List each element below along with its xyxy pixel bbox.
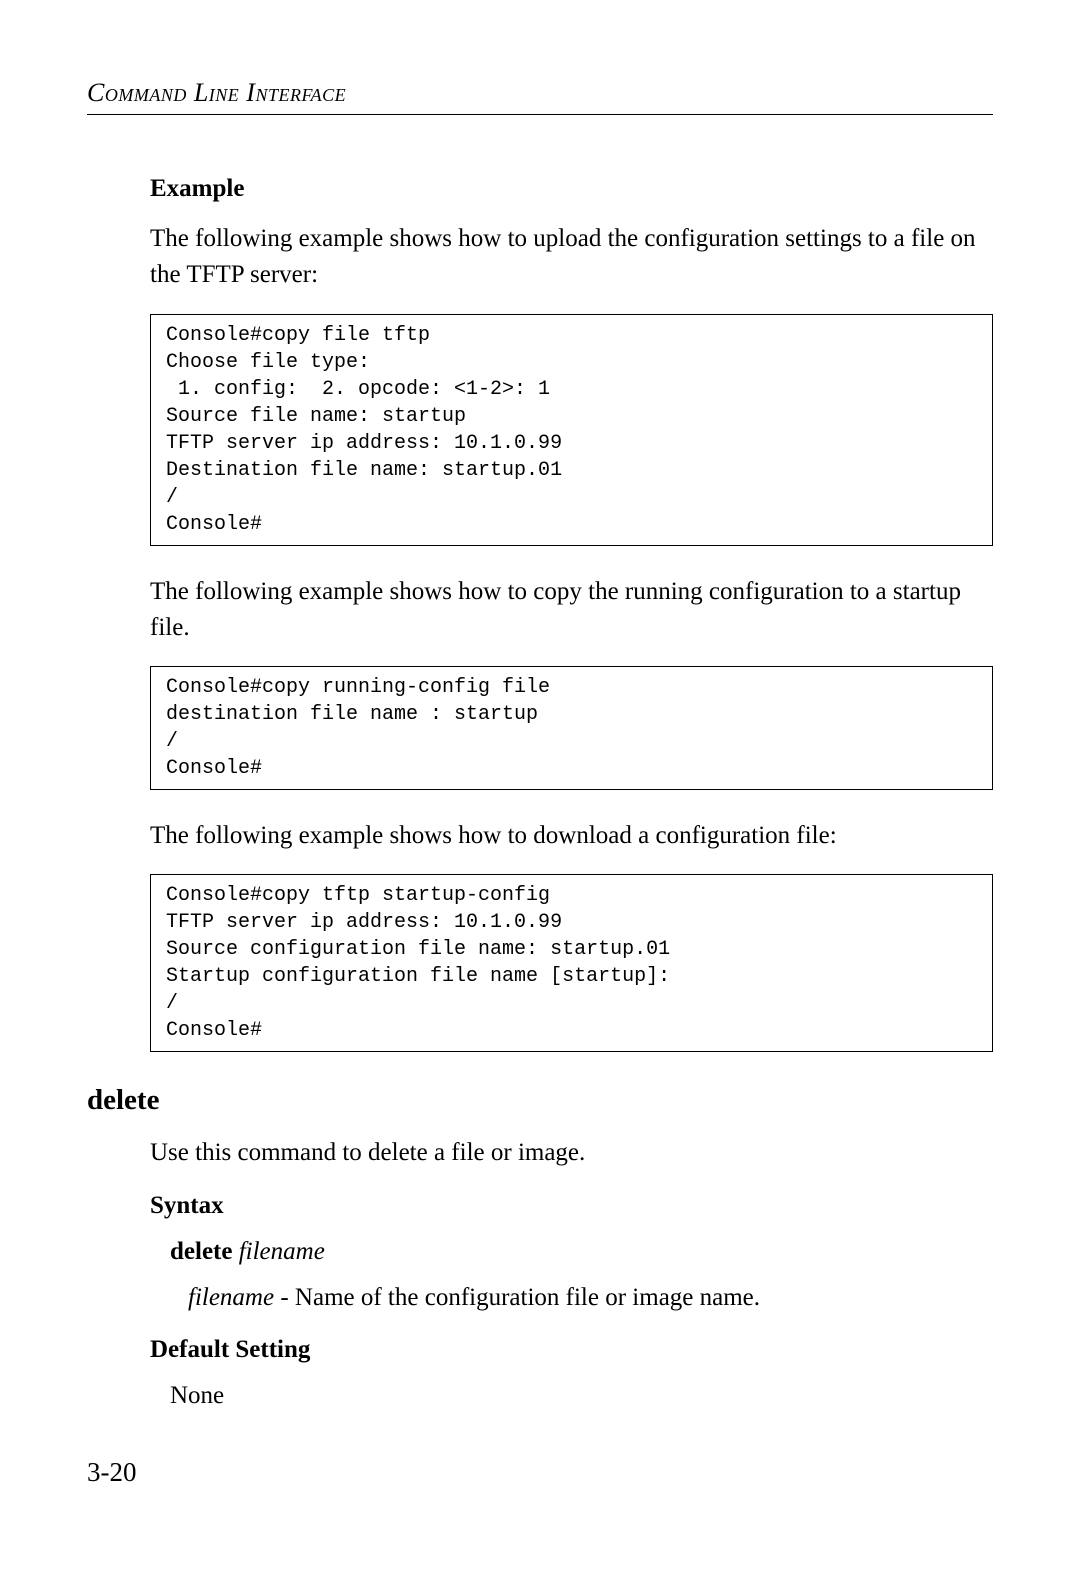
page-number: 3-20 <box>87 1457 137 1488</box>
delete-description: Use this command to delete a file or ima… <box>150 1135 993 1171</box>
syntax-command: delete <box>170 1238 232 1265</box>
syntax-heading: Syntax <box>150 1192 993 1220</box>
example-para-2: The following example shows how to copy … <box>150 574 993 647</box>
delete-section-title: delete <box>87 1084 993 1117</box>
syntax-line: delete filename <box>170 1238 993 1266</box>
param-description: - Name of the configuration file or imag… <box>274 1284 760 1311</box>
default-setting-value: None <box>170 1382 993 1410</box>
header-rule <box>87 114 993 115</box>
code-block-2: Console#copy running-config file destina… <box>150 666 993 790</box>
param-name: filename <box>188 1284 274 1311</box>
page-header-title: Command Line Interface <box>87 78 993 108</box>
example-para-1: The following example shows how to uploa… <box>150 221 993 294</box>
example-para-3: The following example shows how to downl… <box>150 818 993 854</box>
example-heading: Example <box>150 175 993 203</box>
syntax-argument: filename <box>239 1238 325 1265</box>
param-line: filename - Name of the configuration fil… <box>188 1284 993 1312</box>
code-block-3: Console#copy tftp startup-config TFTP se… <box>150 874 993 1052</box>
default-setting-heading: Default Setting <box>150 1336 993 1364</box>
code-block-1: Console#copy file tftp Choose file type:… <box>150 314 993 546</box>
